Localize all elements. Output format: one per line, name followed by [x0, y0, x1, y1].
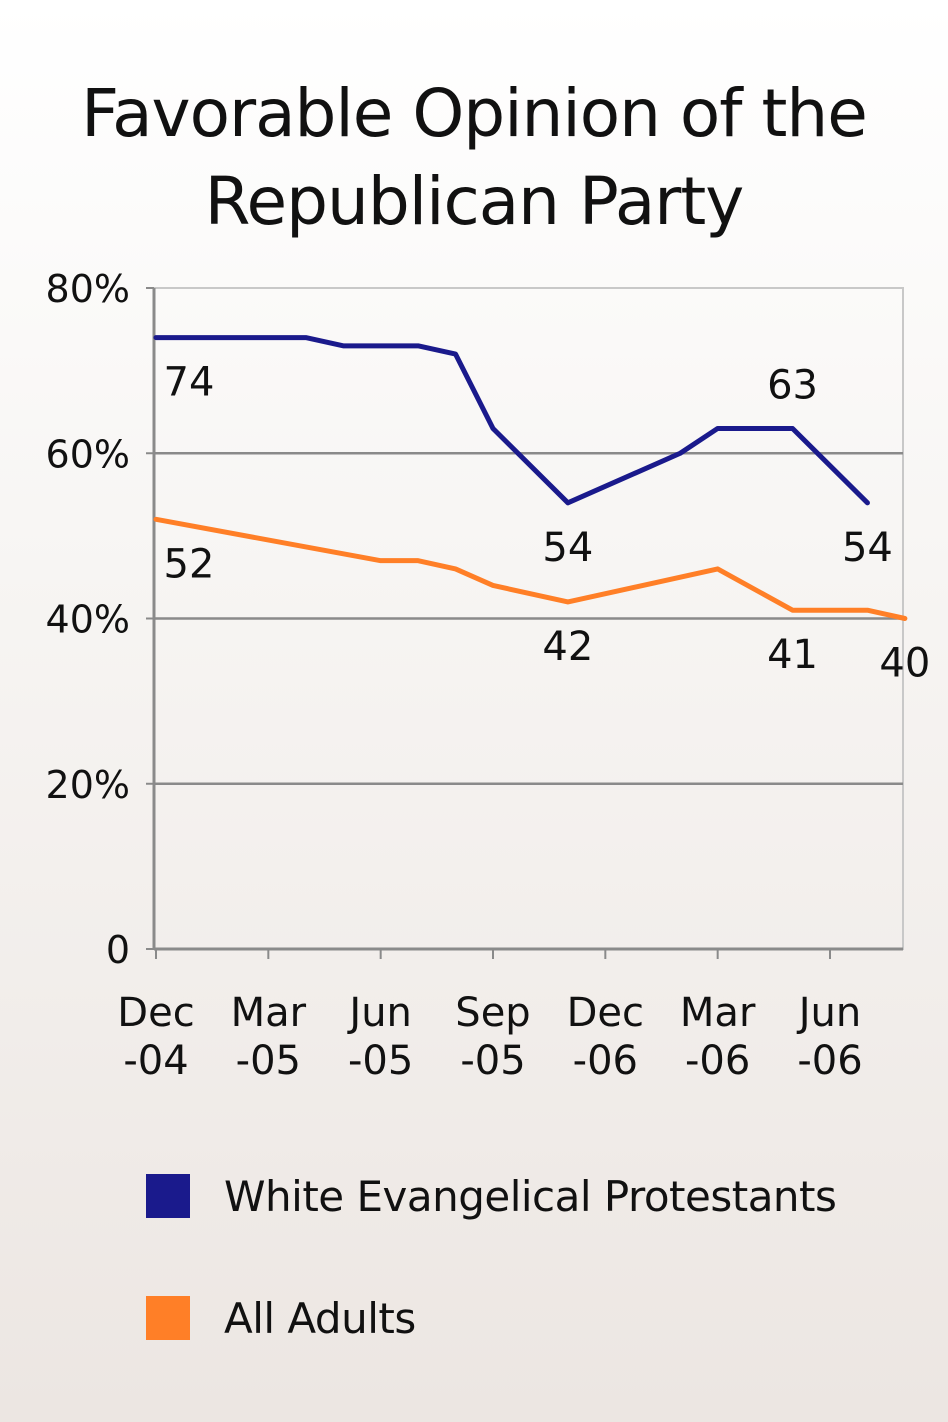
y-tick-label-80: 80%	[46, 267, 130, 311]
chart-title: Favorable Opinion of the Republican Part…	[0, 70, 948, 246]
x-tick-label-line: -05	[460, 1038, 525, 1084]
x-tick-label-line: Mar	[231, 990, 307, 1036]
y-tick-label-20: 20%	[46, 763, 130, 807]
legend-label-white-evangelical-protestants: White Evangelical Protestants	[224, 1171, 837, 1221]
data-label-1-2: 41	[767, 632, 818, 678]
legend-swatch-all-adults	[146, 1296, 190, 1340]
x-tick-label-line: -04	[123, 1038, 188, 1084]
legend-item-all-adults: All Adults	[146, 1293, 416, 1343]
data-label-1-3: 40	[879, 641, 930, 687]
series-line-0	[153, 335, 870, 506]
x-tick-label-5: Mar -06	[680, 990, 756, 1084]
legend-swatch-white-evangelical-protestants	[146, 1174, 190, 1218]
y-tick-label-60: 60%	[46, 432, 130, 476]
y-tick-label-40: 40%	[46, 598, 130, 642]
x-tick-label-line: Dec	[117, 990, 194, 1036]
data-label-0-3: 54	[842, 525, 893, 571]
x-tick-label-line: -06	[797, 1038, 862, 1084]
x-tick-label-line: -05	[348, 1038, 413, 1084]
x-tick-label-line: Dec	[567, 990, 644, 1036]
x-tick-label-line: Jun	[796, 990, 862, 1036]
x-tick-label-3: Sep -05	[455, 990, 530, 1084]
x-tick-label-line: Jun	[346, 990, 412, 1036]
chart-title-line-1: Favorable Opinion of the	[81, 75, 868, 152]
legend-label-all-adults: All Adults	[224, 1293, 416, 1343]
data-label-1-1: 42	[542, 624, 593, 670]
data-label-1-0: 52	[164, 541, 215, 587]
series-line-1	[153, 516, 908, 621]
data-label-0-0: 74	[164, 360, 215, 406]
legend-item-white-evangelical-protestants: White Evangelical Protestants	[146, 1171, 837, 1221]
x-tick-label-line: -06	[685, 1038, 750, 1084]
y-tick-label-0: 0	[106, 928, 130, 972]
x-tick-label-6: Jun -06	[796, 990, 863, 1084]
x-tick-label-0: Dec -04	[117, 990, 194, 1084]
x-tick-label-line: Mar	[680, 990, 756, 1036]
x-tick-label-line: -06	[573, 1038, 638, 1084]
x-tick-label-line: Sep	[455, 990, 530, 1036]
data-label-0-1: 54	[542, 525, 593, 571]
x-tick-label-4: Dec -06	[567, 990, 644, 1084]
x-tick-label-1: Mar -05	[231, 990, 307, 1084]
chart-title-line-2: Republican Party	[204, 163, 745, 240]
data-label-0-2: 63	[767, 362, 818, 408]
x-tick-label-line: -05	[236, 1038, 301, 1084]
x-tick-label-2: Jun -05	[346, 990, 413, 1084]
